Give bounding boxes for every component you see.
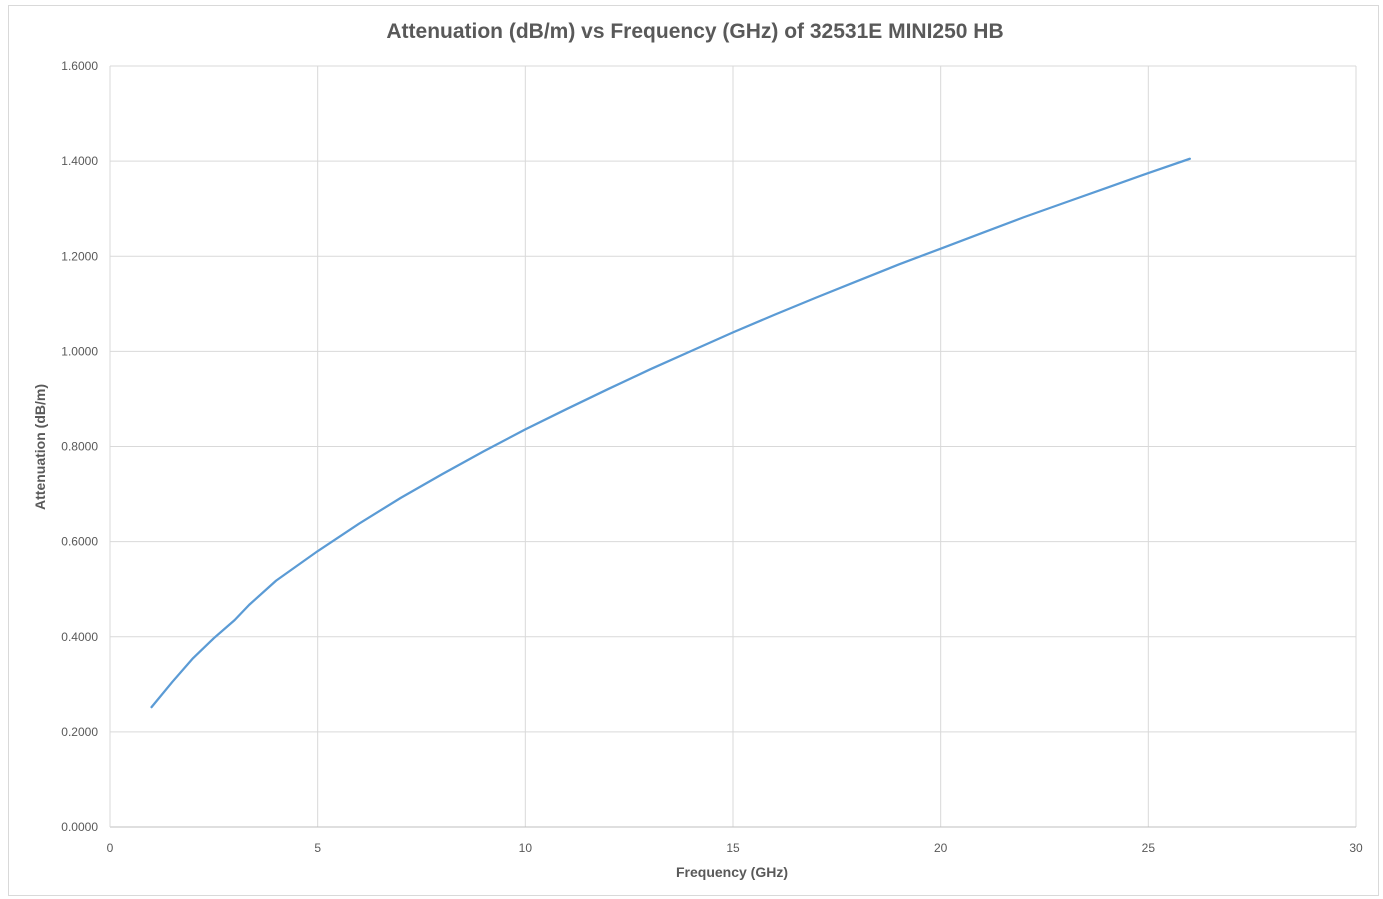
y-tick-labels: 0.0000 0.2000 0.4000 0.6000 0.8000 1.0000 1.20… — [61, 59, 98, 834]
x-axis-title: Frequency (GHz) — [676, 864, 788, 880]
series-line — [150, 157, 1191, 709]
chart-frame — [8, 5, 1379, 896]
y-tick-label: 1.0000 — [61, 344, 98, 358]
chart-title: Attenuation (dB/m) vs Frequency (GHz) of… — [386, 20, 1003, 43]
y-tick-label: 0.0000 — [61, 820, 98, 834]
axes — [109, 66, 1356, 828]
x-tick-label: 20 — [934, 841, 948, 855]
x-tick-label: 15 — [726, 841, 740, 855]
series-layer — [150, 157, 1191, 709]
x-tick-label: 25 — [1142, 841, 1156, 855]
y-axis-title: Attenuation (dB/m) — [32, 384, 48, 510]
x-tick-label: 0 — [107, 841, 114, 855]
x-tick-label: 30 — [1349, 841, 1363, 855]
x-tick-labels: 0 5 10 15 20 25 30 — [107, 841, 1363, 855]
x-tick-label: 10 — [519, 841, 533, 855]
y-tick-label: 0.8000 — [61, 440, 98, 454]
y-tick-label: 1.6000 — [61, 59, 98, 73]
y-tick-label: 0.6000 — [61, 535, 98, 549]
y-tick-label: 0.2000 — [61, 725, 98, 739]
x-tick-label: 5 — [314, 841, 321, 855]
gridlines — [110, 65, 1357, 827]
y-tick-label: 1.2000 — [61, 249, 98, 263]
y-tick-label: 0.4000 — [61, 630, 98, 644]
y-tick-label: 1.4000 — [61, 154, 98, 168]
